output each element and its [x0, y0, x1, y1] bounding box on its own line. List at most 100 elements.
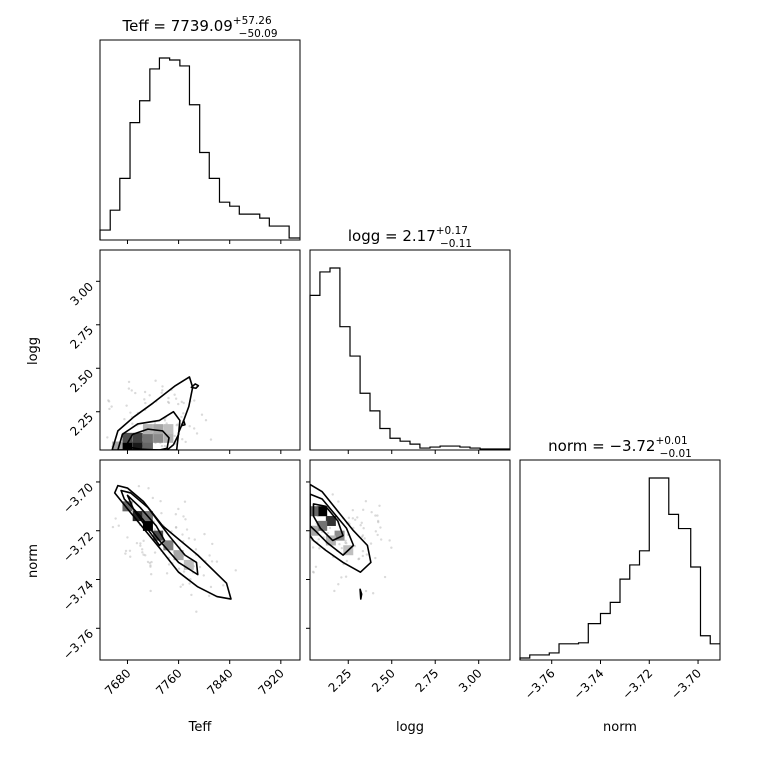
- contour-inner: [124, 428, 170, 450]
- scatter-point: [369, 542, 373, 545]
- contour-middle: [117, 410, 181, 450]
- scatter-point: [117, 524, 120, 527]
- scatter-point: [125, 404, 128, 407]
- scatter-point: [144, 455, 146, 457]
- scatter-point: [371, 592, 375, 595]
- scatter-point: [139, 544, 142, 547]
- density-cell: [112, 441, 123, 450]
- scatter-point: [118, 456, 120, 458]
- scatter-point: [192, 427, 196, 430]
- histogram-norm: [519, 477, 720, 660]
- xtick-label-norm-1: −3.74: [571, 666, 607, 702]
- ytick-label-norm-1: −3.74: [60, 578, 96, 614]
- xtick-label-norm-3: −3.70: [668, 666, 704, 702]
- scatter-point: [305, 491, 307, 493]
- scatter-point: [177, 507, 180, 511]
- scatter-point: [374, 530, 378, 533]
- scatter-point: [361, 549, 365, 553]
- scatter-point: [110, 405, 113, 408]
- scatter-point: [181, 533, 184, 536]
- scatter-point: [209, 585, 213, 589]
- contour-inner: [312, 503, 344, 542]
- scatter-point: [127, 387, 131, 390]
- scatter-point: [184, 440, 187, 444]
- scatter-point: [173, 434, 176, 438]
- scatter-point: [189, 457, 191, 459]
- scatter-point: [202, 574, 205, 577]
- scatter-point: [222, 584, 225, 587]
- pair-Teff-logg: [106, 376, 213, 463]
- density-cell: [132, 441, 143, 450]
- panel-frame-0-2: [99, 459, 301, 661]
- scatter-point: [337, 583, 340, 586]
- scatter-point: [135, 453, 137, 455]
- scatter-point: [193, 399, 196, 402]
- density-cell: [153, 424, 164, 435]
- scatter-point: [173, 393, 176, 396]
- scatter-point: [160, 391, 163, 394]
- scatter-point: [180, 415, 183, 419]
- scatter-point: [194, 548, 198, 551]
- xtick-label-logg-0: 2.25: [326, 666, 355, 695]
- scatter-point: [124, 549, 128, 553]
- scatter-point: [131, 422, 134, 425]
- ytick-label-logg-1: 2.50: [67, 366, 96, 395]
- scatter-point: [207, 594, 211, 598]
- scatter-point: [154, 379, 157, 382]
- title-teff: Teff = 7739.09+57.26 −50.09: [121, 15, 277, 40]
- scatter-point: [312, 571, 315, 574]
- scatter-point: [364, 589, 368, 593]
- scatter-point: [190, 593, 193, 597]
- scatter-point: [114, 517, 117, 520]
- ytick-label-logg-2: 2.75: [67, 323, 96, 352]
- scatter-point: [379, 538, 383, 541]
- scatter-point: [181, 583, 185, 586]
- contour-outer: [113, 484, 232, 600]
- scatter-point: [215, 560, 219, 563]
- scatter-point: [161, 385, 164, 388]
- scatter-point: [167, 396, 170, 400]
- xtick-label-Teff-1: 7760: [153, 666, 184, 697]
- scatter-point: [204, 418, 208, 422]
- histogram-Teff: [99, 57, 300, 240]
- scatter-point: [188, 425, 191, 428]
- scatter-point: [129, 411, 132, 414]
- scatter-point: [370, 510, 373, 514]
- contour-middle: [310, 493, 355, 556]
- scatter-point: [200, 413, 204, 416]
- scatter-point: [139, 542, 142, 545]
- scatter-point: [338, 543, 341, 546]
- scatter-point: [208, 554, 211, 557]
- scatter-point: [146, 560, 150, 564]
- xlabel-logg: logg: [396, 720, 424, 735]
- scatter-point: [379, 526, 382, 529]
- scatter-point: [129, 555, 132, 558]
- panel-frame-1-2: [309, 459, 511, 661]
- scatter-point: [317, 538, 320, 541]
- scatter-point: [318, 547, 321, 550]
- scatter-point: [361, 508, 365, 512]
- panel-frame-0-0: [99, 39, 301, 241]
- histogram-logg: [309, 267, 510, 450]
- scatter-point: [353, 544, 357, 548]
- scatter-point: [360, 535, 364, 539]
- scatter-point: [383, 575, 387, 579]
- scatter-point: [174, 526, 178, 529]
- scatter-point: [148, 394, 151, 397]
- scatter-point: [148, 450, 150, 452]
- scatter-point: [351, 508, 355, 512]
- panel-frame-2-2: [519, 459, 721, 661]
- scatter-point: [388, 539, 391, 542]
- scatter-point: [128, 549, 132, 552]
- scatter-point: [234, 569, 237, 572]
- scatter-point: [174, 456, 176, 458]
- scatter-point: [195, 610, 198, 613]
- scatter-point: [154, 461, 156, 463]
- scatter-point: [126, 536, 129, 539]
- scatter-point: [144, 401, 147, 405]
- scatter-point: [378, 504, 381, 508]
- scatter-point: [347, 516, 351, 520]
- scatter-point: [108, 407, 111, 411]
- scatter-point: [163, 444, 167, 448]
- scatter-point: [340, 546, 344, 550]
